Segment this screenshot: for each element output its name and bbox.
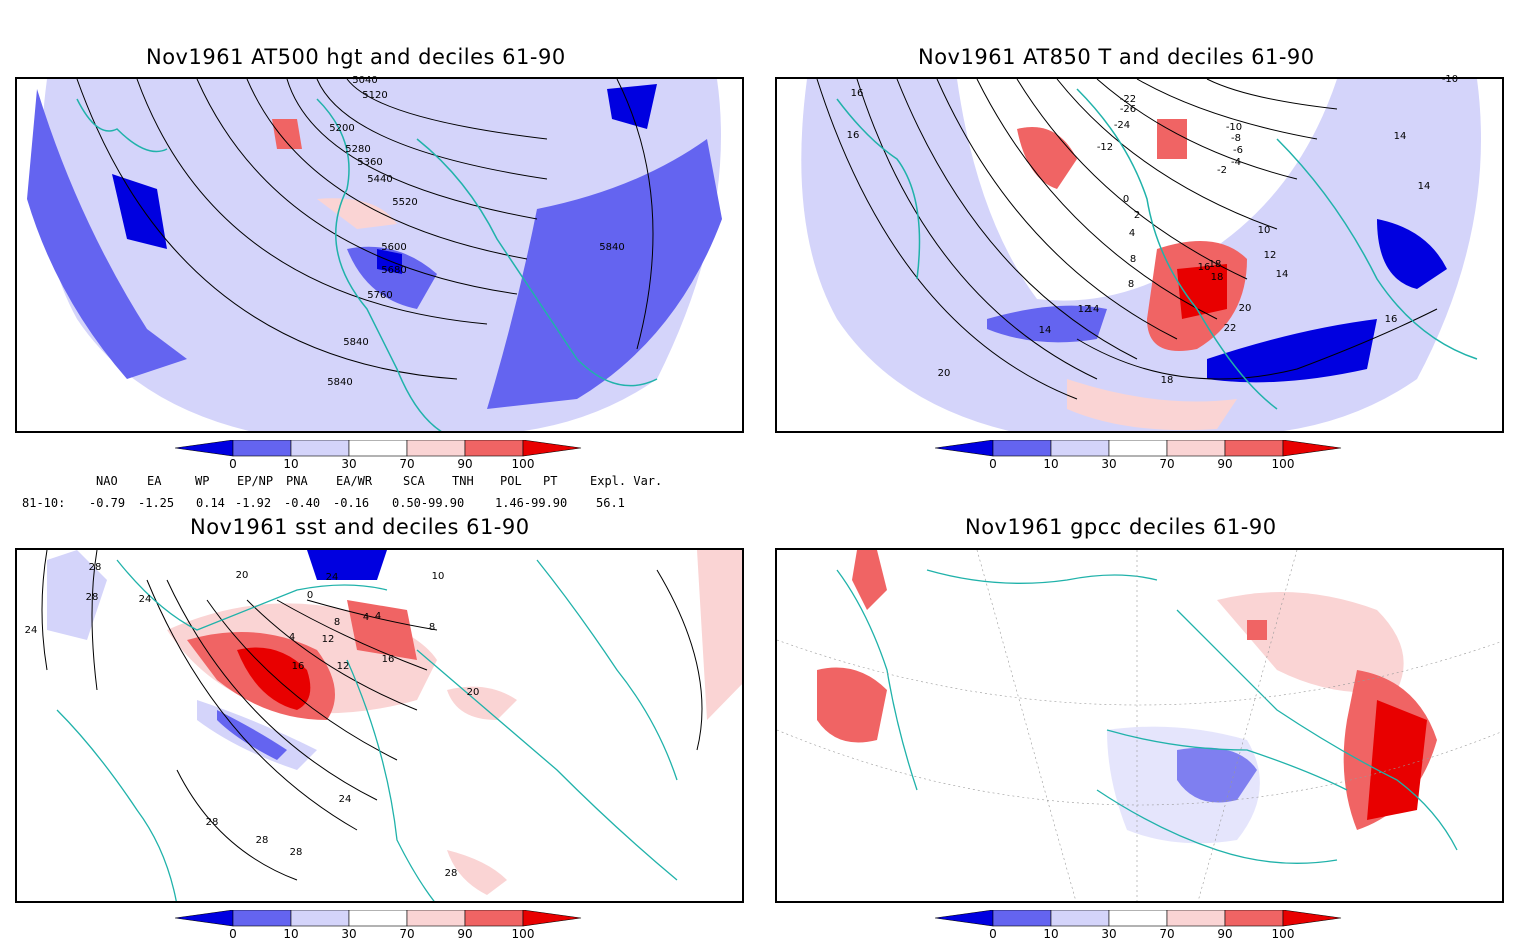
index-value-epnp: -1.92: [235, 496, 272, 510]
colorbar-tick-label: 100: [1272, 457, 1295, 471]
colorbar-segment: [934, 439, 994, 457]
index-header-eawr: EA/WR: [336, 474, 373, 488]
colorbar-segment: [1050, 439, 1110, 457]
colorbar-sst: 0 10 30 70 90 100: [174, 909, 585, 941]
colorbar-tick-label: 0: [989, 457, 997, 471]
index-header-nao: NAO: [96, 474, 118, 488]
colorbar-tick-label: 10: [1043, 927, 1058, 940]
colorbar-segment: [232, 909, 292, 927]
colorbar-tick-label: 90: [457, 457, 472, 471]
colorbar-gpcc-svg: 0 10 30 70 90 100: [934, 909, 1342, 941]
colorbar-sst-svg: 0 10 30 70 90 100: [174, 909, 582, 941]
colorbar-segment: [1224, 439, 1284, 457]
colorbar-tick-label: 10: [283, 927, 298, 940]
colorbar-segment: [174, 909, 234, 927]
colorbar-segment: [232, 439, 292, 457]
colorbar-t850-svg: 0 10 30 70 90 100: [934, 439, 1342, 471]
colorbar-segment: [1166, 909, 1226, 927]
map-panel-gpcc: [775, 548, 1504, 903]
index-header-sca: SCA: [403, 474, 425, 488]
index-header-ea: EA: [147, 474, 162, 488]
map-gpcc-svg: [777, 550, 1502, 901]
map-sst-svg: [41, 550, 742, 901]
colorbar-segment: [1224, 909, 1284, 927]
index-value-eawr: -0.16: [333, 496, 370, 510]
index-header-pna: PNA: [286, 474, 308, 488]
colorbar-tick-label: 90: [1217, 927, 1232, 940]
colorbar-tick-label: 100: [1272, 927, 1295, 940]
colorbar-hgt: 0 10 30 70 90 100: [174, 439, 585, 472]
panel-title-gpcc: Nov1961 gpcc deciles 61-90: [965, 515, 1277, 539]
map-panel-t850: [775, 77, 1504, 433]
colorbar-tick-label: 100: [512, 927, 535, 940]
index-value-pna: -0.40: [284, 496, 321, 510]
colorbar-tick-label: 30: [1101, 927, 1116, 940]
indices-table: NAO EA WP EP/NP PNA EA/WR SCA TNH POL PT…: [0, 474, 700, 514]
index-row-label: 81-10:: [22, 496, 66, 510]
colorbar-segment: [522, 439, 582, 457]
index-header-epnp: EP/NP: [237, 474, 274, 488]
colorbar-segment: [348, 909, 408, 927]
index-header-tnh: TNH: [452, 474, 474, 488]
colorbar-tick-label: 10: [283, 457, 298, 471]
map-panel-hgt: [15, 77, 744, 433]
colorbar-segment: [1108, 909, 1168, 927]
colorbar-segment: [1282, 909, 1342, 927]
colorbar-tick-label: 90: [1217, 457, 1232, 471]
colorbar-segment: [992, 909, 1052, 927]
colorbar-t850: 0 10 30 70 90 100: [934, 439, 1345, 472]
colorbar-segment: [1282, 439, 1342, 457]
colorbar-tick-label: 0: [229, 457, 237, 471]
index-value-sca: 0.50-99.90: [392, 496, 465, 510]
panel-title-sst: Nov1961 sst and deciles 61-90: [190, 515, 530, 539]
colorbar-tick-label: 30: [1101, 457, 1116, 471]
colorbar-tick-label: 0: [229, 927, 237, 940]
colorbar-segment: [1108, 439, 1168, 457]
index-header-pt: PT: [543, 474, 558, 488]
colorbar-tick-label: 10: [1043, 457, 1058, 471]
colorbar-segment: [464, 439, 524, 457]
colorbar-tick-label: 90: [457, 927, 472, 940]
colorbar-segment: [406, 909, 466, 927]
index-value-pol: 1.46-99.90: [495, 496, 568, 510]
colorbar-gpcc: 0 10 30 70 90 100: [934, 909, 1345, 941]
colorbar-segment: [1166, 439, 1226, 457]
colorbar-segment: [290, 439, 350, 457]
index-value-wp: 0.14: [196, 496, 225, 510]
colorbar-segment: [464, 909, 524, 927]
colorbar-tick-label: 30: [341, 927, 356, 940]
colorbar-segment: [348, 439, 408, 457]
colorbar-segment: [522, 909, 582, 927]
colorbar-segment: [290, 909, 350, 927]
colorbar-tick-label: 30: [341, 457, 356, 471]
panel-title-t850: Nov1961 AT850 T and deciles 61-90: [918, 45, 1315, 69]
colorbar-tick-label: 70: [399, 457, 414, 471]
colorbar-tick-label: 100: [512, 457, 535, 471]
index-header-pol: POL: [500, 474, 522, 488]
colorbar-tick-label: 70: [1159, 457, 1174, 471]
index-header-wp: WP: [195, 474, 210, 488]
index-value-expl-var: 56.1: [596, 496, 625, 510]
index-value-nao: -0.79: [89, 496, 126, 510]
colorbar-segment: [174, 439, 234, 457]
colorbar-tick-label: 70: [1159, 927, 1174, 940]
colorbar-tick-label: 0: [989, 927, 997, 940]
map-t850-svg: [801, 79, 1481, 431]
colorbar-segment: [992, 439, 1052, 457]
index-header-expl-var: Expl. Var.: [590, 474, 663, 488]
panel-title-hgt: Nov1961 AT500 hgt and deciles 61-90: [146, 45, 566, 69]
map-panel-sst: [15, 548, 744, 903]
colorbar-tick-label: 70: [399, 927, 414, 940]
colorbar-segment: [934, 909, 994, 927]
map-hgt-svg: [17, 79, 742, 431]
index-value-ea: -1.25: [138, 496, 175, 510]
colorbar-segment: [1050, 909, 1110, 927]
colorbar-segment: [406, 439, 466, 457]
colorbar-hgt-svg: 0 10 30 70 90 100: [174, 439, 582, 471]
